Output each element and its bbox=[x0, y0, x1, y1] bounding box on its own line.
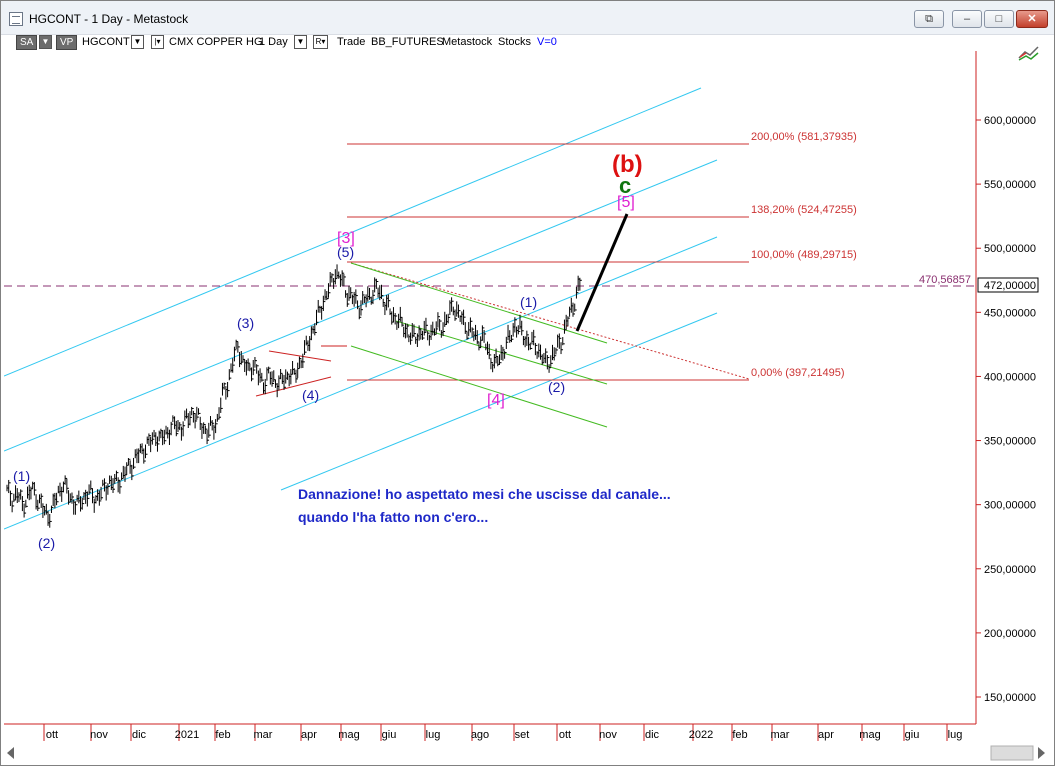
x-tick-label: ott bbox=[46, 729, 58, 741]
x-tick-label: ago bbox=[471, 729, 489, 741]
vp-button[interactable]: VP bbox=[56, 35, 78, 50]
x-tick-label: feb bbox=[732, 729, 747, 741]
scroll-left-icon[interactable] bbox=[7, 747, 14, 759]
fib-level-label: 0,00% (397,21495) bbox=[751, 367, 845, 379]
wave-label-bracket-5: [5] bbox=[617, 194, 635, 211]
x-tick-label: mar bbox=[771, 729, 790, 741]
fib-level-label: 138,20% (524,47255) bbox=[751, 204, 857, 216]
x-tick-label: ott bbox=[559, 729, 571, 741]
stocks-label: Stocks bbox=[498, 36, 532, 48]
x-tick-label: set bbox=[515, 729, 530, 741]
x-tick-label: giu bbox=[905, 729, 920, 741]
y-tick-label: 500,00000 bbox=[984, 243, 1036, 255]
fib-level-label: 100,00% (489,29715) bbox=[751, 249, 857, 261]
fib-level-label: 200,00% (581,37935) bbox=[751, 131, 857, 143]
channel-line-bottom bbox=[280, 312, 718, 491]
instrument-name: CMX COPPER HG bbox=[169, 36, 263, 48]
restore-doc-button[interactable]: ⧉ bbox=[914, 10, 944, 28]
triangle-upper-line bbox=[268, 350, 332, 362]
wave-label-1-left: (1) bbox=[13, 468, 30, 484]
period-dropdown-icon[interactable]: ▼ bbox=[294, 35, 307, 49]
channel-line-lower bbox=[4, 236, 718, 530]
x-tick-label: mar bbox=[254, 729, 273, 741]
dashed-level-label: 470,56857 bbox=[919, 274, 971, 286]
current-price-label: 472,00000 bbox=[984, 280, 1036, 292]
y-tick-label: 150,00000 bbox=[984, 692, 1036, 704]
wave-label-3: (3) bbox=[237, 315, 254, 331]
price-bars bbox=[6, 264, 582, 528]
y-tick-label: 400,00000 bbox=[984, 371, 1036, 383]
green-channel-bottom bbox=[350, 345, 608, 428]
close-button[interactable]: ✕ bbox=[1016, 10, 1048, 28]
x-tick-label: 2022 bbox=[689, 729, 713, 741]
wave-label-c: c bbox=[619, 173, 631, 198]
wave-label-bracket-4: [4] bbox=[487, 392, 505, 409]
x-tick-label: apr bbox=[818, 729, 834, 741]
y-tick-label: 450,00000 bbox=[984, 307, 1036, 319]
x-tick-label: nov bbox=[90, 729, 108, 741]
y-tick-label: 250,00000 bbox=[984, 564, 1036, 576]
horizontal-scrollbar[interactable] bbox=[1, 741, 1054, 765]
wave-label-4: (4) bbox=[302, 387, 319, 403]
scroll-right-icon[interactable] bbox=[1038, 747, 1045, 759]
trade-label: Trade bbox=[337, 36, 366, 48]
x-tick-label: 2021 bbox=[175, 729, 199, 741]
projection-arrow bbox=[575, 213, 629, 332]
wave-label-bracket-3: [3] bbox=[337, 230, 355, 247]
dotted-trend-line bbox=[350, 262, 750, 380]
chart-type-icon[interactable] bbox=[1017, 44, 1041, 62]
x-tick-label: feb bbox=[215, 729, 230, 741]
x-tick-label: giu bbox=[382, 729, 397, 741]
wave-label-5: (5) bbox=[337, 244, 354, 260]
interval-dropdown-icon[interactable]: |▾ bbox=[151, 35, 164, 49]
plot-area bbox=[4, 51, 976, 724]
wave-label-2-right: (2) bbox=[548, 379, 565, 395]
volume-label: V=0 bbox=[537, 36, 557, 48]
annotation-line-1: Dannazione! ho aspettato mesi che usciss… bbox=[298, 486, 671, 502]
x-tick-label: lug bbox=[948, 729, 963, 741]
scroll-thumb[interactable] bbox=[990, 745, 1034, 761]
minimize-button[interactable]: – bbox=[952, 10, 982, 28]
y-tick-label: 350,00000 bbox=[984, 436, 1036, 448]
y-tick-label: 300,00000 bbox=[984, 500, 1036, 512]
x-tick-label: lug bbox=[426, 729, 441, 741]
range-dropdown-icon[interactable]: R▾ bbox=[313, 35, 328, 49]
symbol-dropdown-icon[interactable]: ▼ bbox=[131, 35, 144, 49]
maximize-button[interactable]: □ bbox=[984, 10, 1014, 28]
chart-app-icon bbox=[9, 12, 23, 26]
y-tick-label: 200,00000 bbox=[984, 628, 1036, 640]
x-tick-label: nov bbox=[599, 729, 617, 741]
period-label: 1 Day bbox=[259, 36, 288, 48]
x-tick-label: apr bbox=[301, 729, 317, 741]
annotation-line-2: quando l'ha fatto non c'ero... bbox=[298, 509, 488, 525]
title-bar: HGCONT - 1 Day - Metastock ⧉ – □ ✕ bbox=[1, 1, 1054, 35]
y-tick-label: 600,00000 bbox=[984, 115, 1036, 127]
triangle-lower-line bbox=[255, 376, 332, 397]
current-price-box bbox=[977, 277, 1039, 293]
wave-label-2-left: (2) bbox=[38, 535, 55, 551]
wave-label-1-right: (1) bbox=[520, 294, 537, 310]
feed-label: BB_FUTURES bbox=[371, 36, 444, 48]
x-tick-label: mag bbox=[338, 729, 359, 741]
sa-dropdown-icon[interactable]: ▼ bbox=[39, 35, 52, 49]
wave-label-b: (b) bbox=[612, 151, 643, 178]
x-tick-label: dic bbox=[645, 729, 660, 741]
source-label: Metastock bbox=[442, 36, 493, 48]
y-tick-label: 550,00000 bbox=[984, 179, 1036, 191]
x-tick-label: dic bbox=[132, 729, 147, 741]
sa-button[interactable]: SA bbox=[16, 35, 38, 50]
symbol-label: HGCONT bbox=[82, 36, 130, 48]
window-title: HGCONT - 1 Day - Metastock bbox=[29, 12, 189, 26]
x-tick-label: mag bbox=[859, 729, 880, 741]
channel-line-upper bbox=[4, 87, 702, 377]
chart-toolbar: SA ▼ VP HGCONT ▼ |▾ CMX COPPER HG 1 Day … bbox=[1, 34, 1054, 51]
